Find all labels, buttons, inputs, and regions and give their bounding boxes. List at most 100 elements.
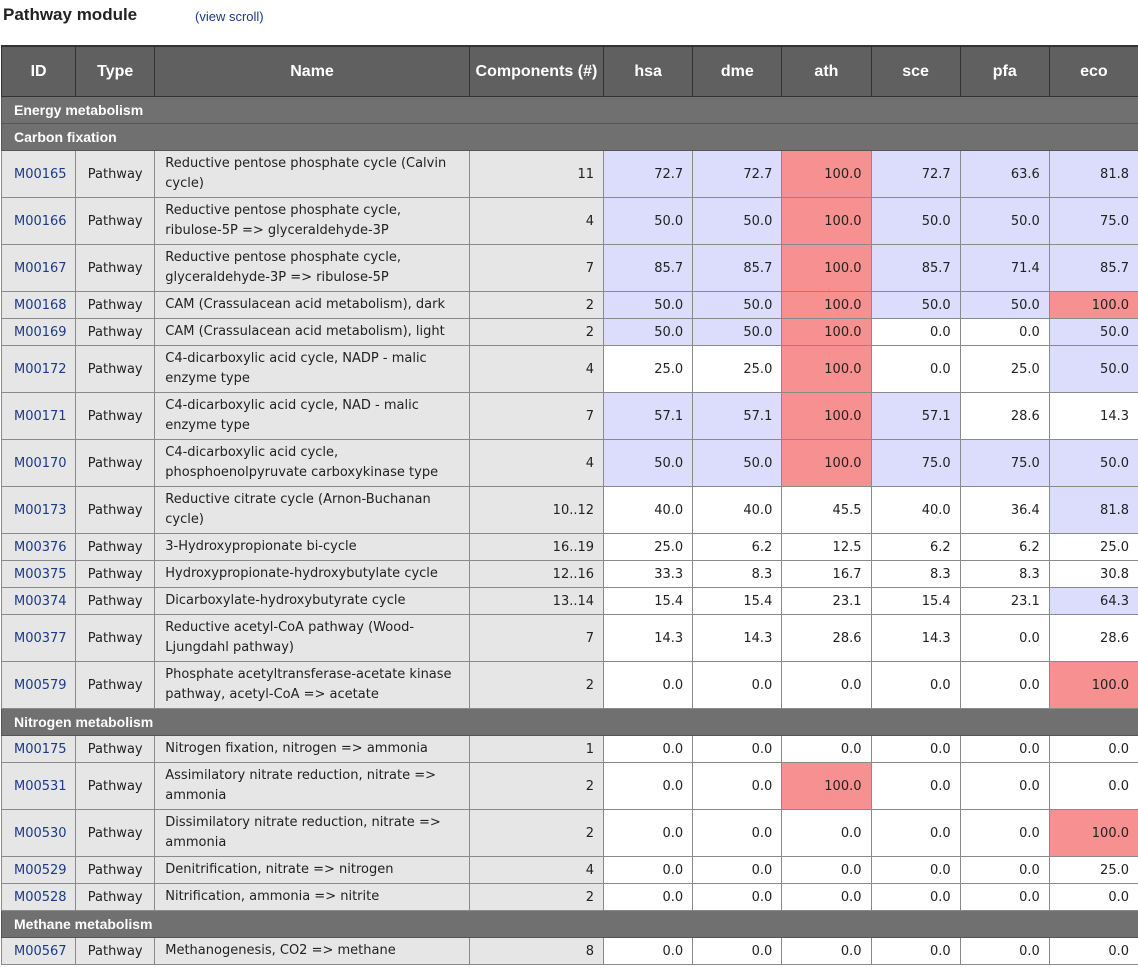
- module-id-link[interactable]: M00169: [1, 318, 77, 346]
- table-row: M00579 Pathway Phosphate acetyltransferase…: [1, 661, 1138, 709]
- value-cell-eco: 81.8: [1048, 486, 1138, 534]
- module-id-link[interactable]: M00530: [1, 809, 77, 857]
- table-body: Energy metabolism Carbon fixation M00165 Pa…: [1, 96, 1138, 965]
- components-count: 10..12: [468, 486, 605, 534]
- value-cell-pfa: 0.0: [959, 856, 1050, 884]
- module-id-link[interactable]: M00377: [1, 614, 77, 662]
- value-cell-pfa: 25.0: [959, 345, 1050, 393]
- value-cell-dme: 50.0: [692, 318, 783, 346]
- column-header-sce[interactable]: sce: [870, 45, 961, 97]
- module-id-link[interactable]: M00528: [1, 883, 77, 911]
- module-type: Pathway: [75, 809, 156, 857]
- value-cell-ath: 100.0: [781, 392, 872, 440]
- value-cell-ath: 100.0: [781, 244, 872, 292]
- column-header-eco[interactable]: eco: [1048, 45, 1138, 97]
- module-type: Pathway: [75, 318, 156, 346]
- module-id-link[interactable]: M00175: [1, 735, 77, 763]
- value-cell-pfa: 0.0: [959, 809, 1050, 857]
- pathway-module-table: ID Type Name Components (#) hsa dme ath …: [1, 45, 1138, 965]
- value-cell-sce: 8.3: [870, 560, 961, 588]
- value-cell-hsa: 25.0: [603, 533, 694, 561]
- value-cell-pfa: 6.2: [959, 533, 1050, 561]
- value-cell-hsa: 57.1: [603, 392, 694, 440]
- value-cell-sce: 50.0: [870, 197, 961, 245]
- module-id-link[interactable]: M00170: [1, 439, 77, 487]
- module-name: Reductive pentose phosphate cycle, glyce…: [154, 244, 470, 292]
- value-cell-hsa: 40.0: [603, 486, 694, 534]
- column-header-id[interactable]: ID: [1, 45, 77, 97]
- value-cell-ath: 100.0: [781, 150, 872, 198]
- value-cell-pfa: 23.1: [959, 587, 1050, 615]
- module-id-link[interactable]: M00172: [1, 345, 77, 393]
- module-id-link[interactable]: M00531: [1, 762, 77, 810]
- value-cell-sce: 75.0: [870, 439, 961, 487]
- value-cell-dme: 72.7: [692, 150, 783, 198]
- module-id-link[interactable]: M00166: [1, 197, 77, 245]
- module-id-link[interactable]: M00167: [1, 244, 77, 292]
- value-cell-pfa: 28.6: [959, 392, 1050, 440]
- module-name: CAM (Crassulacean acid metabolism), dark: [154, 291, 470, 319]
- value-cell-hsa: 0.0: [603, 883, 694, 911]
- module-type: Pathway: [75, 392, 156, 440]
- table-row: M00374 Pathway Dicarboxylate-hydroxybutyra…: [1, 587, 1138, 615]
- column-header-type[interactable]: Type: [75, 45, 156, 97]
- column-header-pfa[interactable]: pfa: [959, 45, 1050, 97]
- module-type: Pathway: [75, 345, 156, 393]
- table-row: M00375 Pathway Hydroxypropionate-hydroxybu…: [1, 560, 1138, 588]
- value-cell-eco: 0.0: [1048, 883, 1138, 911]
- value-cell-dme: 0.0: [692, 735, 783, 763]
- module-id-link[interactable]: M00173: [1, 486, 77, 534]
- value-cell-eco: 25.0: [1048, 856, 1138, 884]
- column-header-name[interactable]: Name: [154, 45, 470, 97]
- value-cell-dme: 0.0: [692, 856, 783, 884]
- column-header-components[interactable]: Components (#): [468, 45, 605, 97]
- module-id-link[interactable]: M00171: [1, 392, 77, 440]
- module-id-link[interactable]: M00375: [1, 560, 77, 588]
- module-type: Pathway: [75, 291, 156, 319]
- value-cell-dme: 0.0: [692, 883, 783, 911]
- module-id-link[interactable]: M00529: [1, 856, 77, 884]
- value-cell-sce: 50.0: [870, 291, 961, 319]
- view-scroll-link[interactable]: (view scroll): [195, 9, 264, 24]
- module-id-link[interactable]: M00165: [1, 150, 77, 198]
- module-type: Pathway: [75, 150, 156, 198]
- value-cell-dme: 85.7: [692, 244, 783, 292]
- value-cell-ath: 0.0: [781, 856, 872, 884]
- module-id-link[interactable]: M00374: [1, 587, 77, 615]
- value-cell-eco: 25.0: [1048, 533, 1138, 561]
- value-cell-ath: 100.0: [781, 439, 872, 487]
- module-id-link[interactable]: M00376: [1, 533, 77, 561]
- components-count: 4: [468, 197, 605, 245]
- column-header-ath[interactable]: ath: [781, 45, 872, 97]
- module-id-link[interactable]: M00579: [1, 661, 77, 709]
- components-count: 2: [468, 661, 605, 709]
- value-cell-pfa: 50.0: [959, 197, 1050, 245]
- value-cell-dme: 40.0: [692, 486, 783, 534]
- module-type: Pathway: [75, 439, 156, 487]
- module-type: Pathway: [75, 735, 156, 763]
- value-cell-eco: 30.8: [1048, 560, 1138, 588]
- table-row: M00170 Pathway C4-dicarboxylic acid cycle,…: [1, 439, 1138, 487]
- components-count: 11: [468, 150, 605, 198]
- column-header-hsa[interactable]: hsa: [603, 45, 694, 97]
- value-cell-sce: 57.1: [870, 392, 961, 440]
- module-name: Assimilatory nitrate reduction, nitrate …: [154, 762, 470, 810]
- value-cell-hsa: 33.3: [603, 560, 694, 588]
- value-cell-ath: 0.0: [781, 661, 872, 709]
- module-id-link[interactable]: M00168: [1, 291, 77, 319]
- value-cell-pfa: 0.0: [959, 735, 1050, 763]
- value-cell-pfa: 0.0: [959, 937, 1050, 965]
- table-row: M00171 Pathway C4-dicarboxylic acid cycle,…: [1, 392, 1138, 440]
- value-cell-hsa: 50.0: [603, 197, 694, 245]
- components-count: 2: [468, 809, 605, 857]
- module-name: Nitrogen fixation, nitrogen => ammonia: [154, 735, 470, 763]
- column-header-dme[interactable]: dme: [692, 45, 783, 97]
- table-row: M00166 Pathway Reductive pentose phosphate…: [1, 197, 1138, 245]
- value-cell-hsa: 50.0: [603, 318, 694, 346]
- value-cell-hsa: 0.0: [603, 937, 694, 965]
- value-cell-pfa: 0.0: [959, 661, 1050, 709]
- category-row: Methane metabolism: [1, 910, 1138, 938]
- module-type: Pathway: [75, 937, 156, 965]
- module-id-link[interactable]: M00567: [1, 937, 77, 965]
- module-name: C4-dicarboxylic acid cycle, phosphoenolp…: [154, 439, 470, 487]
